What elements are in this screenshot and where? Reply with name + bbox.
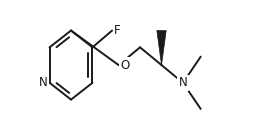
Text: N: N [39, 76, 47, 89]
Text: O: O [121, 59, 130, 72]
Text: F: F [114, 24, 121, 37]
Text: N: N [179, 76, 187, 89]
Polygon shape [157, 30, 166, 65]
